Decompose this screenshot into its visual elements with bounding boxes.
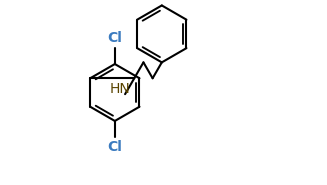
Text: Cl: Cl: [107, 140, 122, 154]
Text: Cl: Cl: [107, 31, 122, 45]
Text: HN: HN: [110, 82, 130, 96]
